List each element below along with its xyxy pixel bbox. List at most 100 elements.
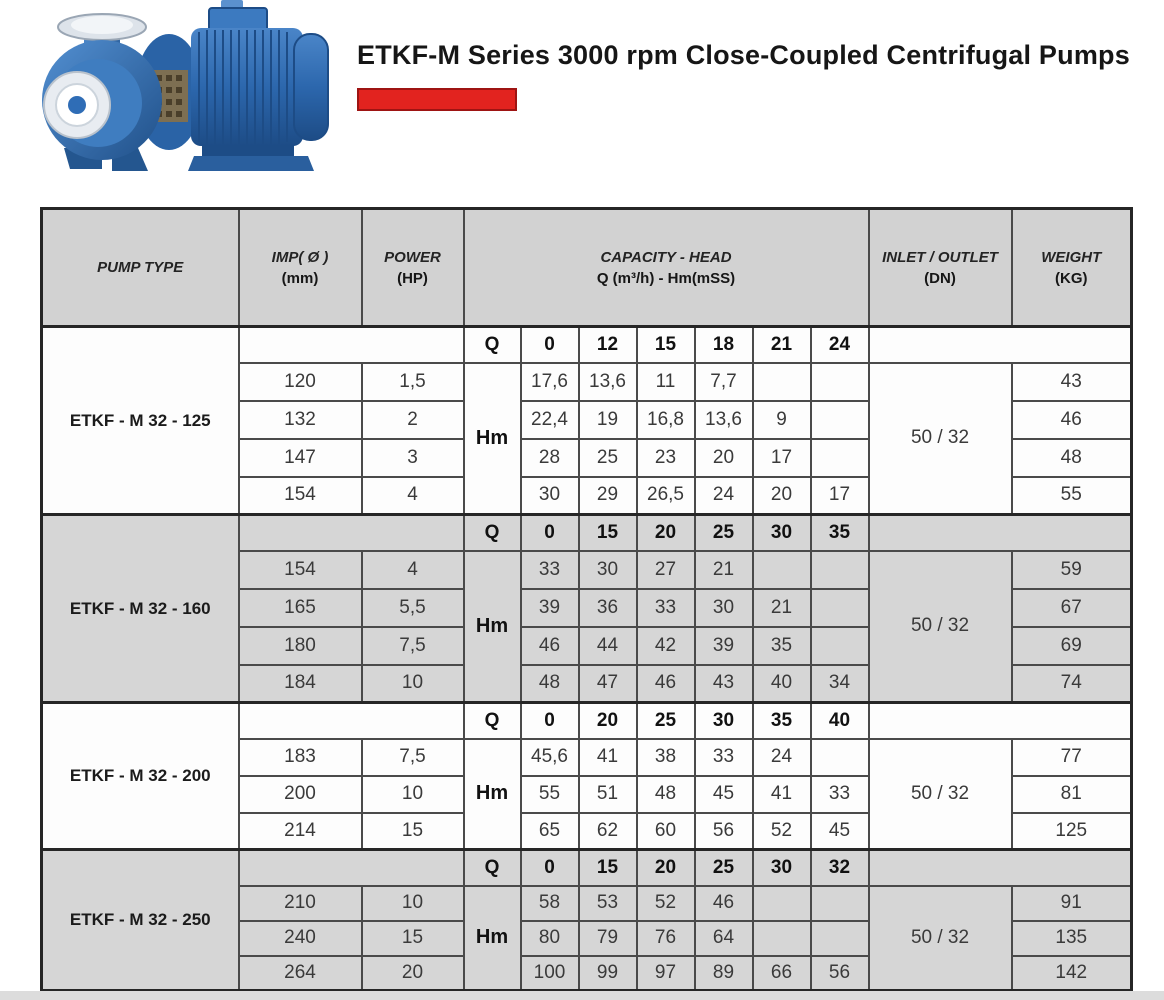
weight-cell: 67 [1010,587,1133,628]
q-value-cell: 0 [519,701,580,740]
head-value-cell: 13,6 [693,399,754,440]
q-value-cell: 25 [635,701,696,740]
head-value-cell: 27 [635,549,696,590]
head-value-cell: 55 [519,774,580,814]
header-pump-type-label: PUMP TYPE [97,259,184,276]
head-value-cell: 45 [693,774,754,814]
head-value-cell: 89 [693,954,754,992]
weight-cell: 81 [1010,774,1133,814]
head-value-cell: 44 [577,625,638,666]
pump-table-body: ETKF - M 32 - 125 Q 0 12 15 18 21 24 120 1,5 Hm 17,… [40,325,1133,992]
weight-cell: 46 [1010,399,1133,440]
head-value-cell: 58 [519,884,580,922]
head-value-cell: 45,6 [519,737,580,777]
header-pump-type: PUMP TYPE [40,207,240,328]
head-value-cell: 76 [635,919,696,957]
header-weight-label: WEIGHT [1041,248,1102,266]
weight-cell: 125 [1010,811,1133,851]
q-value-cell: 12 [577,325,638,364]
pump-data-row: 154 4 30 29 26,5 24 20 17 55 [42,475,1133,516]
head-value-cell: 21 [751,587,812,628]
head-value-cell: 29 [577,475,638,516]
head-value-cell [809,361,870,402]
head-value-cell: 7,7 [693,361,754,402]
q-label-cell: Q [462,701,522,740]
q-value-cell: 25 [693,848,754,887]
power-cell: 10 [360,663,465,704]
impeller-diameter-cell: 154 [237,475,363,516]
pump-product-image [6,0,338,178]
head-value-cell: 53 [577,884,638,922]
pump-data-row: 184 10 48 47 46 43 40 34 74 [42,663,1133,704]
power-cell: 15 [360,919,465,957]
impeller-diameter-cell: 165 [237,587,363,628]
power-cell: 4 [360,475,465,516]
weight-cell: 55 [1010,475,1133,516]
q-value-cell: 35 [809,513,870,552]
inlet-outlet-cell: 50 / 32 [867,549,1013,704]
head-value-cell: 25 [577,437,638,478]
blank-cell [237,325,465,364]
header-inlet-outlet-unit: (DN) [924,269,956,287]
header-weight: WEIGHT (KG) [1010,207,1133,328]
impeller-diameter-cell: 184 [237,663,363,704]
q-header-row: ETKF - M 32 - 200 Q 0 20 25 30 35 40 [40,701,1133,851]
pump-data-row: 264 20 100 99 97 89 66 56 142 [42,954,1133,992]
head-value-cell: 41 [751,774,812,814]
head-value-cell: 24 [751,737,812,777]
head-value-cell: 22,4 [519,399,580,440]
head-value-cell: 30 [693,587,754,628]
pump-data-row: 210 10 Hm 58 53 52 46 50 / 32 91 [42,884,1133,992]
q-value-cell: 15 [635,325,696,364]
head-value-cell: 38 [635,737,696,777]
head-value-cell: 47 [577,663,638,704]
head-value-cell [809,625,870,666]
q-value-cell: 15 [577,513,638,552]
head-value-cell: 42 [635,625,696,666]
impeller-diameter-cell: 154 [237,549,363,590]
pump-data-row: 147 3 28 25 23 20 17 48 [42,437,1133,478]
q-value-cell: 18 [693,325,754,364]
power-cell: 4 [360,549,465,590]
head-value-cell: 35 [751,625,812,666]
inlet-outlet-cell: 50 / 32 [867,361,1013,516]
header-power-label: POWER [384,248,441,266]
centrifugal-pump-illustration [42,0,329,171]
pump-data-row: 240 15 80 79 76 64 135 [42,919,1133,957]
power-cell: 15 [360,811,465,851]
head-value-cell: 33 [809,774,870,814]
head-value-cell: 56 [809,954,870,992]
page-bottom-strip [0,991,1164,1000]
head-value-cell: 19 [577,399,638,440]
pump-data-row: 120 1,5 Hm 17,6 13,6 11 7,7 50 / 32 43 [42,361,1133,516]
head-value-cell: 17,6 [519,361,580,402]
q-value-cell: 21 [751,325,812,364]
header-weight-unit: (KG) [1055,269,1088,287]
q-header-row: ETKF - M 32 - 160 Q 0 15 20 25 30 35 [40,513,1133,704]
head-value-cell: 30 [519,475,580,516]
head-value-cell [809,399,870,440]
q-header-row: ETKF - M 32 - 125 Q 0 12 15 18 21 24 [40,325,1133,516]
header-capacity-unit: Q (m³/h) - Hm(mSS) [596,269,736,287]
head-value-cell: 26,5 [635,475,696,516]
header-impeller: IMP( Ø ) (mm) [237,207,363,328]
q-value-cell: 20 [635,513,696,552]
head-value-cell: 97 [635,954,696,992]
impeller-diameter-cell: 210 [237,884,363,922]
head-value-cell: 46 [635,663,696,704]
impeller-diameter-cell: 183 [237,737,363,777]
q-value-cell: 15 [577,848,638,887]
power-cell: 2 [360,399,465,440]
q-value-cell: 30 [751,848,812,887]
head-value-cell: 52 [751,811,812,851]
q-value-cell: 0 [519,325,580,364]
head-value-cell: 16,8 [635,399,696,440]
impeller-diameter-cell: 240 [237,919,363,957]
head-value-cell: 66 [751,954,812,992]
head-value-cell [751,884,812,922]
power-cell: 5,5 [360,587,465,628]
weight-cell: 142 [1010,954,1133,992]
head-value-cell [751,361,812,402]
head-value-cell: 43 [693,663,754,704]
q-value-cell: 30 [693,701,754,740]
